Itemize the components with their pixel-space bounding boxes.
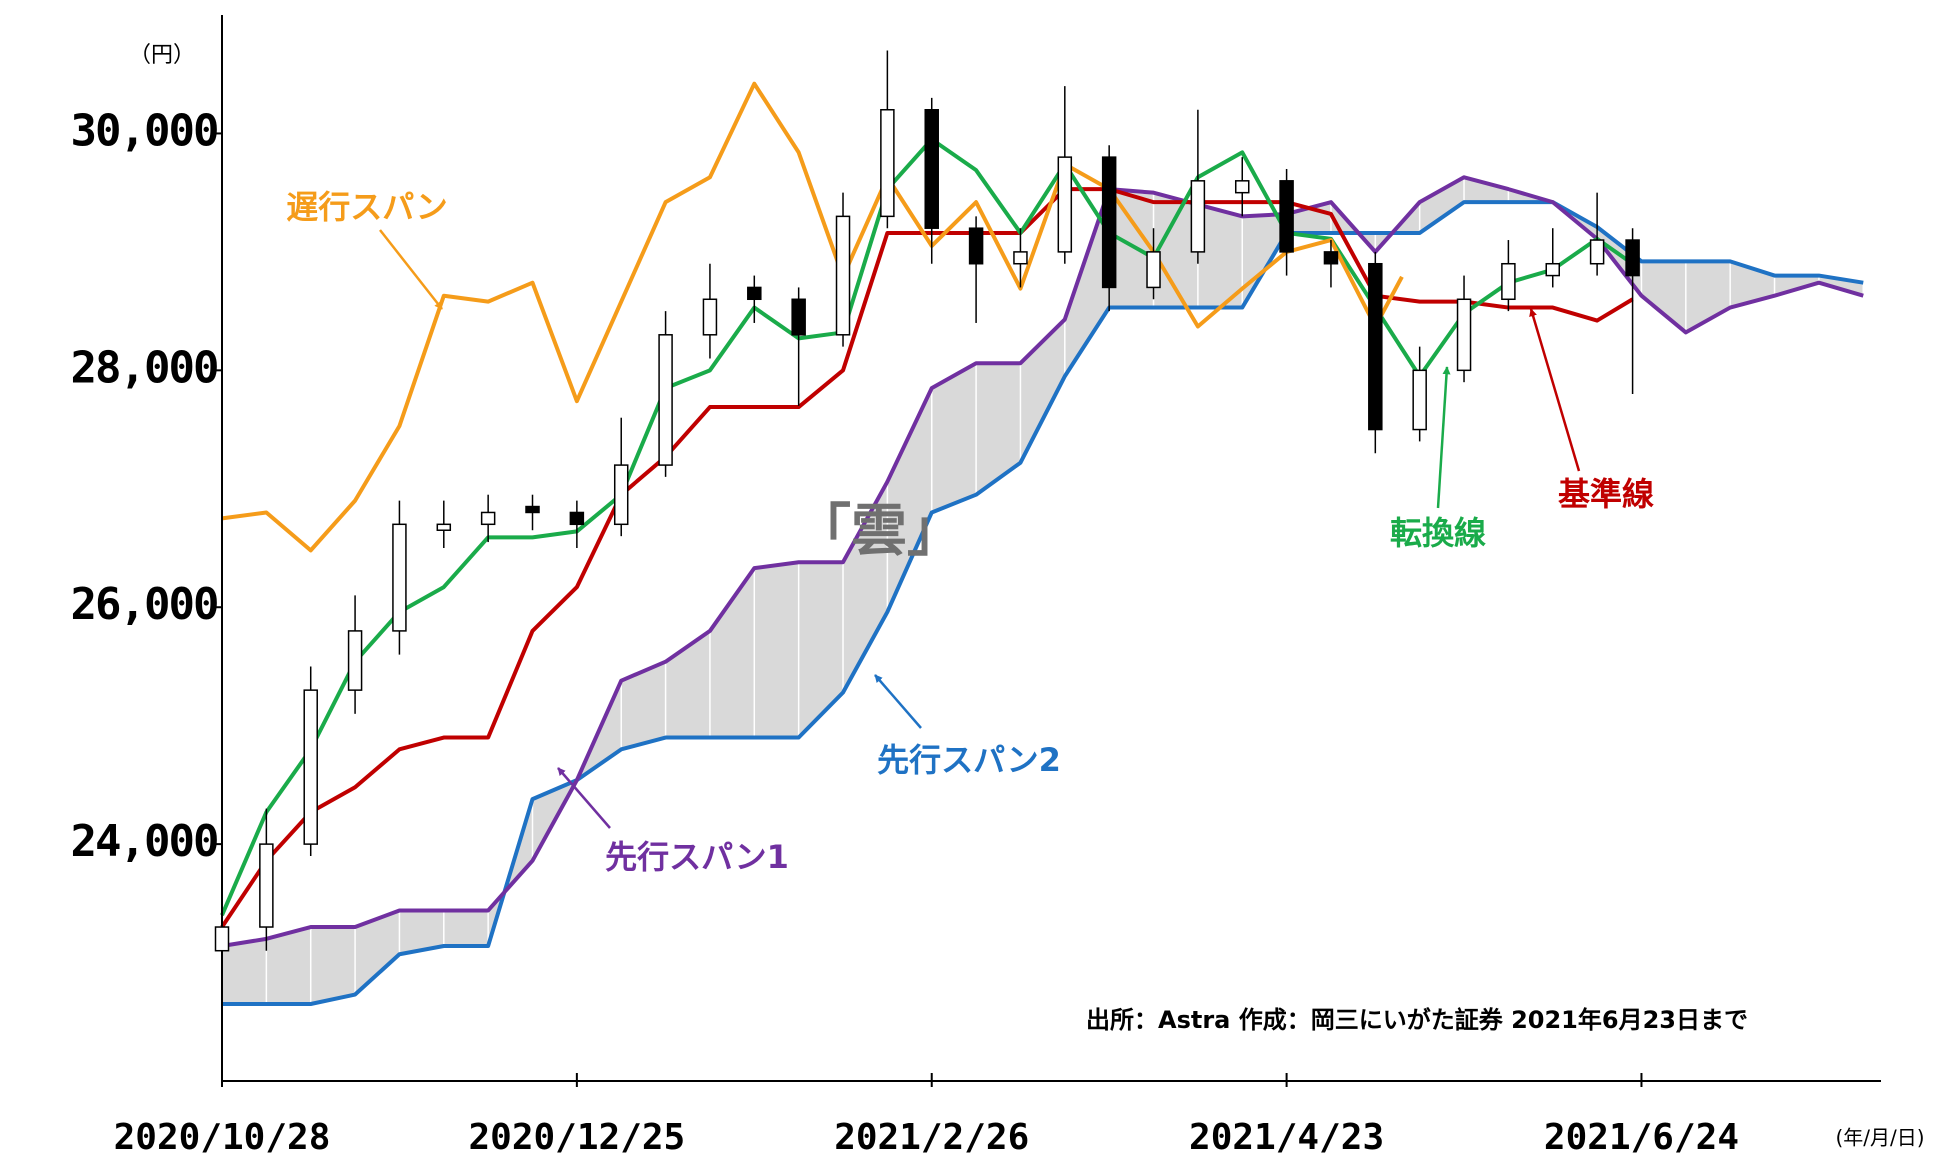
candle-body — [791, 298, 806, 336]
annotation: 先行スパン1 — [605, 838, 789, 876]
candle-body — [968, 227, 984, 265]
x-tick-label: 2020/12/25 — [468, 1117, 685, 1158]
line-series — [221, 175, 1864, 948]
candle-body — [303, 689, 318, 845]
y-tick-label: 24,000 — [71, 816, 218, 867]
candle-body — [835, 215, 851, 336]
candle-body — [1190, 180, 1206, 253]
line-series — [221, 81, 1404, 553]
candle-body — [1323, 251, 1339, 265]
annotation: 転換線 — [1390, 514, 1486, 552]
candle-body — [702, 298, 718, 336]
candle-body — [658, 334, 673, 466]
annotation: 基準線 — [1558, 475, 1654, 513]
annotation-arrow — [1436, 366, 1451, 509]
candle-body — [214, 926, 230, 952]
candle-body — [1368, 262, 1383, 431]
annotation-arrow — [557, 767, 611, 829]
candle-body — [1013, 251, 1028, 265]
candle-body — [1589, 239, 1605, 265]
cloud — [222, 177, 1864, 1005]
lines-layer — [220, 81, 1864, 1007]
candle-body — [1501, 262, 1516, 301]
candle-body — [525, 505, 540, 514]
source-note: 出所：Astra 作成：岡三にいがた証券 2021年6月23日まで — [1086, 1006, 1748, 1034]
y-tick-label: 26,000 — [71, 579, 218, 630]
x-unit: (年/月/日) — [1835, 1126, 1924, 1150]
annotation: 遅行スパン — [286, 188, 448, 226]
candle-body — [924, 109, 939, 229]
x-tick-label: 2021/4/23 — [1189, 1117, 1384, 1158]
candle-body — [613, 464, 629, 526]
candle-body — [1545, 262, 1560, 277]
candle-body — [1412, 369, 1427, 431]
candle-body — [1625, 239, 1640, 277]
candle-body — [1057, 156, 1073, 253]
candle-body — [880, 109, 895, 218]
x-tick-label: 2021/2/26 — [834, 1117, 1029, 1158]
candle-body — [1146, 251, 1161, 289]
cloud-layer — [221, 177, 1865, 1005]
candle-body — [392, 523, 407, 632]
candle-body — [259, 843, 274, 928]
candle-body — [347, 630, 363, 691]
x-tick-label: 2020/10/28 — [114, 1117, 331, 1158]
annotation-arrow — [874, 674, 922, 729]
candle-body — [1279, 180, 1294, 253]
y-unit: （円） — [129, 43, 195, 68]
candle-body — [747, 286, 762, 301]
x-tick-label: 2021/6/24 — [1544, 1117, 1739, 1158]
candle-body — [569, 511, 585, 526]
candle-body — [1456, 298, 1472, 372]
line-series — [222, 200, 1864, 1007]
annotation: 「雲」 — [795, 499, 963, 564]
candle-body — [1234, 180, 1250, 194]
y-tick-label: 28,000 — [71, 342, 218, 393]
candle-body — [480, 511, 496, 526]
annotation: 先行スパン2 — [877, 741, 1061, 779]
candle-body — [1101, 156, 1117, 289]
y-tick-label: 30,000 — [71, 105, 218, 156]
annotation-arrow — [379, 229, 443, 310]
candle-body — [436, 523, 452, 531]
annotation-arrow — [1529, 308, 1581, 472]
